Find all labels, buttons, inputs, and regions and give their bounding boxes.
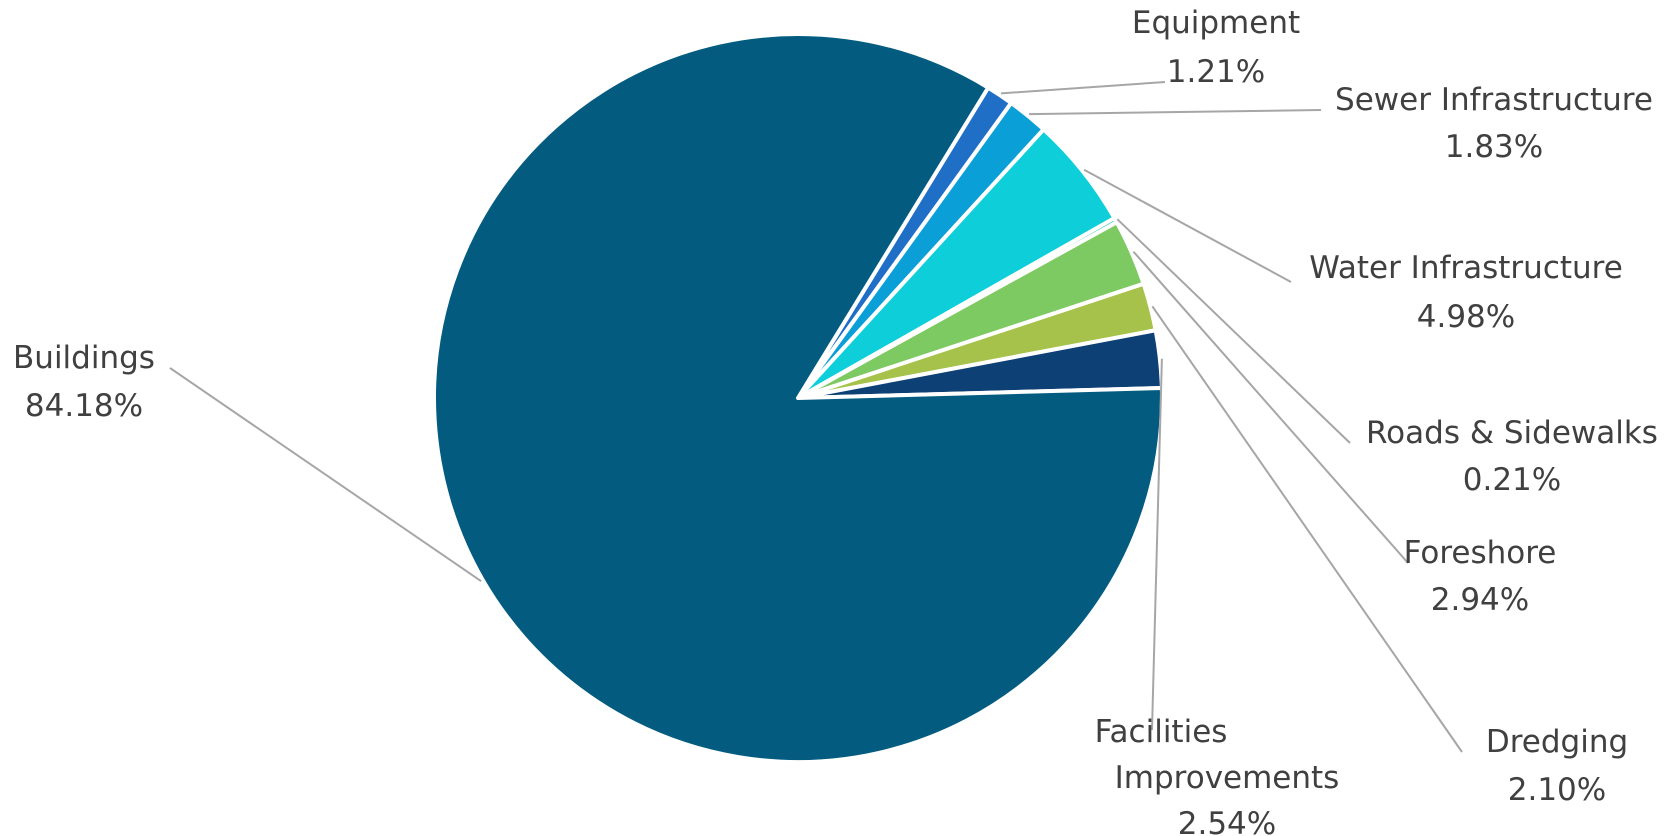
leader-line-facilities-improvements	[1151, 358, 1163, 731]
data-label-value-dredging: 2.10%	[1508, 772, 1606, 808]
leader-line-dredging	[1151, 305, 1463, 753]
data-label-value-facilities-improvements: 2.54%	[1178, 806, 1276, 836]
data-label-name-foreshore: Foreshore	[1404, 535, 1557, 571]
leader-line-sewer-infrastructure	[1029, 109, 1322, 116]
data-label-value-roads-and-sidewalks: 0.21%	[1463, 462, 1561, 498]
leader-line-roads-and-sidewalks	[1116, 218, 1351, 444]
data-label-value-buildings: 84.18%	[25, 388, 143, 424]
data-label-name-buildings: Buildings	[13, 340, 155, 376]
data-label-name-sewer-infrastructure: Sewer Infrastructure	[1335, 82, 1653, 118]
data-label-value-water-infrastructure: 4.98%	[1417, 299, 1515, 335]
data-label-name-roads-and-sidewalks: Roads & Sidewalks	[1366, 415, 1658, 451]
leader-line-equipment	[1000, 81, 1166, 95]
pie-slices	[432, 32, 1164, 764]
data-label-name-equipment: Equipment	[1132, 5, 1300, 41]
data-labels: Equipment 1.21% Sewer Infrastructure 1.83% W…	[13, 5, 1658, 836]
data-label-value-sewer-infrastructure: 1.83%	[1445, 129, 1543, 165]
leader-line-buildings	[169, 367, 482, 583]
data-label-name-facilities-improvements: Facilities	[1095, 714, 1228, 750]
leader-line-water-infrastructure	[1083, 168, 1292, 283]
data-label-value-equipment: 1.21%	[1167, 54, 1265, 90]
data-label-name-dredging: Dredging	[1486, 724, 1628, 760]
data-label-name-water-infrastructure: Water Infrastructure	[1309, 250, 1623, 286]
leader-lines	[169, 81, 1463, 753]
data-label-name-facilities-improvements: Improvements	[1115, 760, 1340, 796]
leader-line-foreshore	[1132, 250, 1409, 564]
pie-slice-buildings	[432, 32, 1164, 764]
data-label-value-foreshore: 2.94%	[1431, 582, 1529, 618]
